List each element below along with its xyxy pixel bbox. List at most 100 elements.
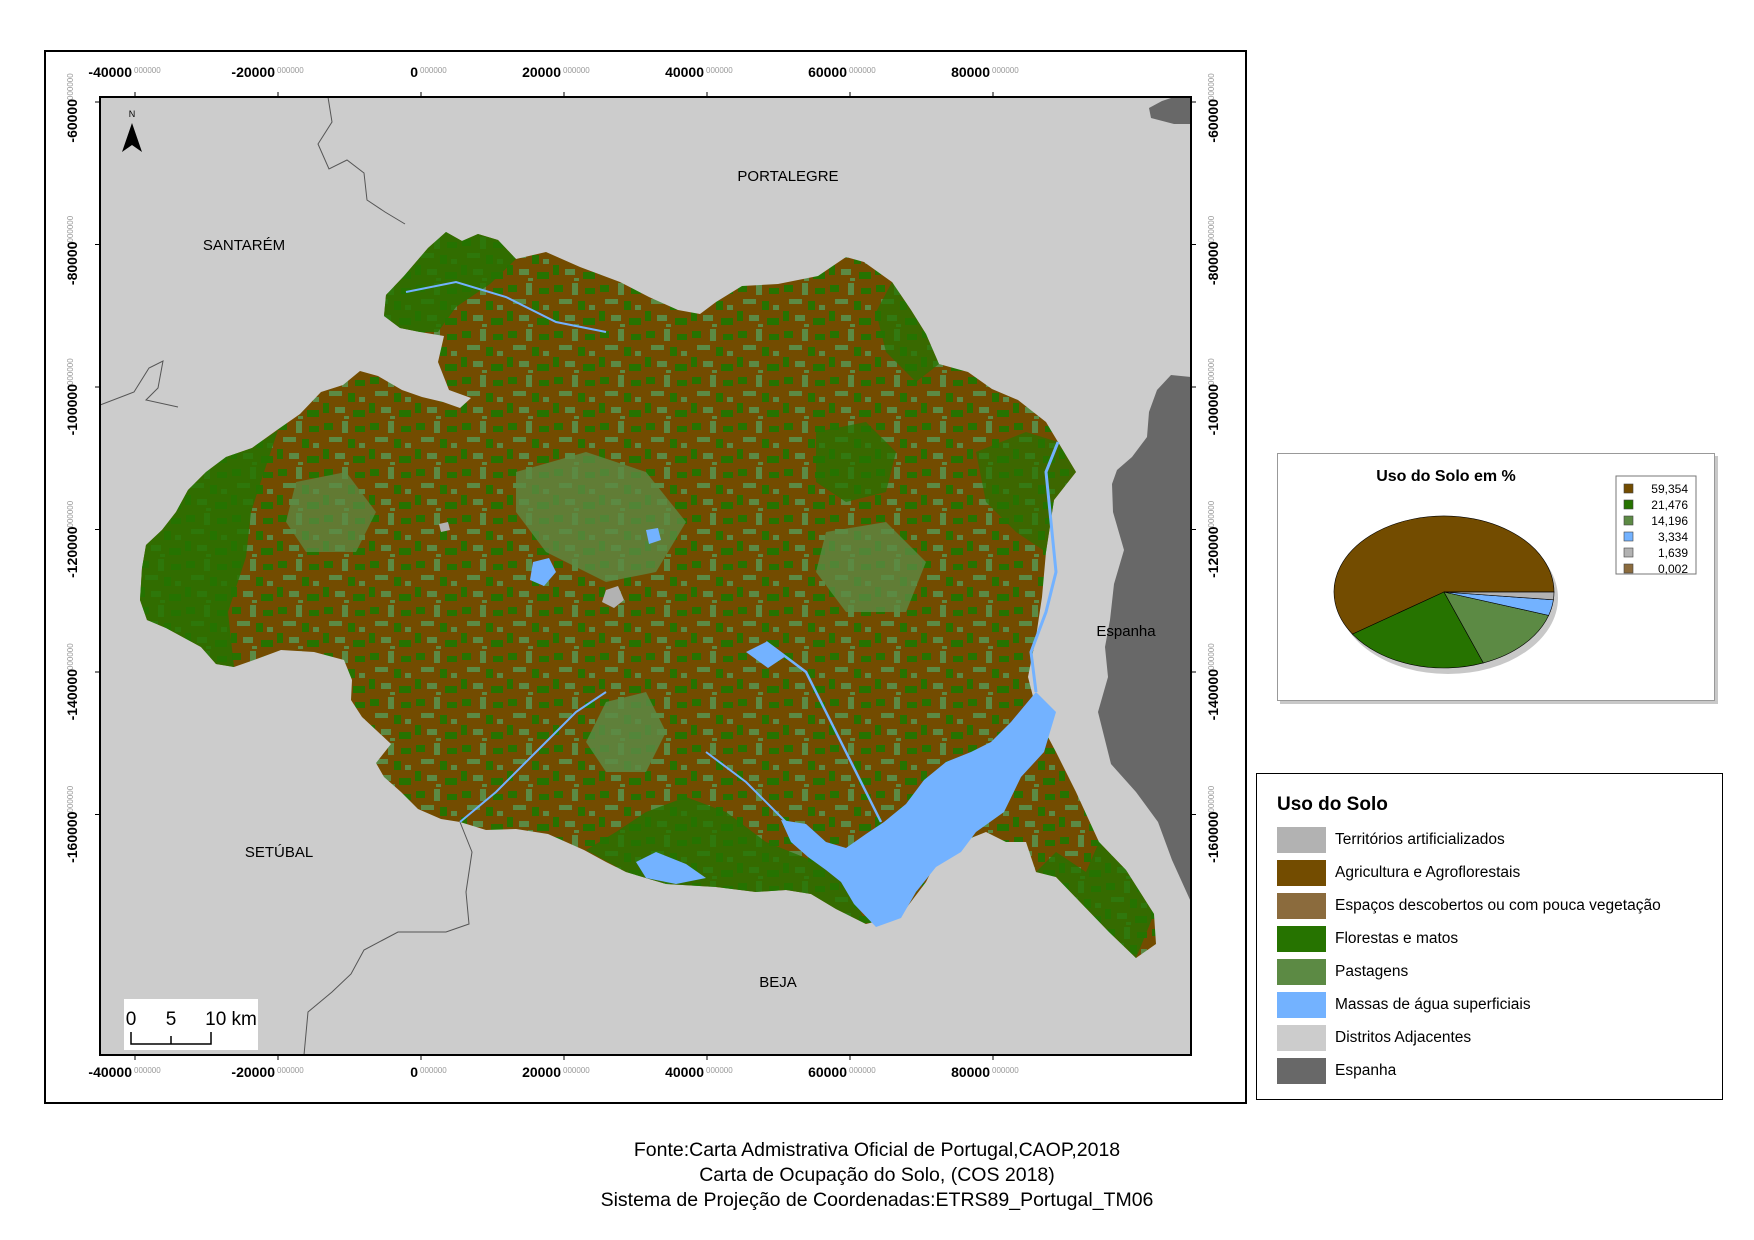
legend-swatch — [1277, 959, 1326, 985]
x-tick-decimals-bottom: 000000 — [563, 1066, 590, 1075]
river — [1029, 441, 1060, 693]
y-tick-decimals-right: 000000 — [1207, 785, 1216, 812]
legend-item: Territórios artificializados — [1277, 826, 1505, 854]
map-plot-border — [99, 96, 1192, 1056]
district-border — [317, 97, 406, 225]
source-line-projection: Sistema de Projeção de Coordenadas:ETRS8… — [600, 1189, 1154, 1211]
x-tick-label-top: -20000 — [231, 64, 275, 80]
x-tick-label-bottom: 80000 — [951, 1064, 990, 1080]
x-tick-label-top: 20000 — [522, 64, 561, 80]
x-tick-decimals-top: 000000 — [706, 66, 733, 75]
legend-label: Florestas e matos — [1335, 930, 1459, 947]
y-tick-decimals-right: 000000 — [1207, 500, 1216, 527]
x-tick-label-bottom: -20000 — [231, 1064, 275, 1080]
y-tick-label-right: -60000 — [1205, 99, 1221, 143]
river — [705, 751, 787, 823]
x-tick-decimals-top: 000000 — [277, 66, 304, 75]
legend-swatch — [1277, 992, 1326, 1018]
y-tick-label-left: -160000 — [64, 811, 80, 863]
x-tick-decimals-bottom: 000000 — [992, 1066, 1019, 1075]
y-tick-decimals-left: 000000 — [66, 73, 75, 100]
pie-legend-swatch-1 — [1623, 499, 1634, 510]
scale-bar-label-5: 5 — [166, 1009, 177, 1030]
x-tick-decimals-top: 000000 — [849, 66, 876, 75]
reservoir — [781, 692, 1056, 927]
pie-legend-swatch-0 — [1623, 483, 1634, 494]
study-area — [140, 232, 1156, 958]
x-tick-decimals-bottom: 000000 — [134, 1066, 161, 1075]
x-tick-decimals-bottom: 000000 — [277, 1066, 304, 1075]
pie-legend-value-1: 21,476 — [1651, 498, 1688, 512]
legend-label: Espanha — [1335, 1062, 1397, 1079]
y-tick-decimals-left: 000000 — [66, 500, 75, 527]
reservoir — [746, 642, 786, 668]
x-tick-label-top: -40000 — [88, 64, 132, 80]
x-tick-decimals-top: 000000 — [420, 66, 447, 75]
x-tick-decimals-bottom: 000000 — [849, 1066, 876, 1075]
x-tick-label-top: 60000 — [808, 64, 847, 80]
region-label-setubal: SETÚBAL — [245, 844, 313, 861]
river — [405, 280, 607, 333]
source-notes: Fonte:Carta Admistrativa Oficial de Port… — [0, 1138, 1754, 1213]
legend-swatch — [1277, 1058, 1326, 1084]
legend-panel: Uso do Solo Territórios artificializados… — [1256, 773, 1723, 1100]
y-tick-decimals-left: 000000 — [66, 358, 75, 385]
pie-legend-value-4: 1,639 — [1658, 546, 1688, 560]
y-tick-decimals-left: 000000 — [66, 785, 75, 812]
reservoir — [636, 852, 706, 884]
legend-label: Territórios artificializados — [1335, 831, 1505, 848]
legend-item: Espanha — [1277, 1057, 1396, 1085]
pie-legend: 59,354 21,476 14,196 3,334 1,639 0,002 — [1615, 475, 1697, 576]
y-tick-label-right: -120000 — [1205, 526, 1221, 578]
region-label-portalegre: PORTALEGRE — [737, 168, 838, 185]
y-tick-decimals-right: 000000 — [1207, 73, 1216, 100]
river — [765, 641, 883, 823]
pie-slice-0 — [1333, 515, 1555, 635]
x-tick-label-bottom: 20000 — [522, 1064, 561, 1080]
source-line-caop: Fonte:Carta Admistrativa Oficial de Port… — [633, 1139, 1121, 1161]
y-tick-label-left: -80000 — [64, 241, 80, 285]
forest-patch — [586, 797, 866, 924]
legend-swatch — [1277, 893, 1326, 919]
x-tick-label-bottom: -40000 — [88, 1064, 132, 1080]
legend-item: Agricultura e Agroflorestais — [1277, 859, 1520, 887]
y-tick-label-left: -100000 — [64, 384, 80, 436]
pasture-patch — [586, 692, 666, 772]
y-tick-label-left: -120000 — [64, 526, 80, 578]
y-tick-decimals-right: 000000 — [1207, 215, 1216, 242]
x-tick-decimals-top: 000000 — [563, 66, 590, 75]
legend-swatch — [1277, 926, 1326, 952]
forest-patch — [140, 430, 278, 667]
y-tick-label-left: -60000 — [64, 99, 80, 143]
coordinate-ticks: -40000 000000-40000 000000-20000 000000-200… — [64, 64, 1221, 1080]
legend-item: Massas de água superficiais — [1277, 991, 1531, 1019]
pie-legend-value-5: 0,002 — [1658, 562, 1688, 576]
x-tick-label-bottom: 0 — [410, 1064, 418, 1080]
pie-legend-swatch-2 — [1623, 515, 1634, 526]
legend-label: Massas de água superficiais — [1335, 996, 1531, 1013]
pie-legend-value-3: 3,334 — [1658, 530, 1688, 544]
x-tick-label-top: 40000 — [665, 64, 704, 80]
forest-patch — [1036, 842, 1154, 958]
x-tick-label-top: 0 — [410, 64, 418, 80]
pie-legend-value-0: 59,354 — [1651, 482, 1688, 496]
scale-bar-label-0: 0 — [126, 1009, 137, 1030]
pasture-patch — [286, 472, 376, 552]
map-frame: PORTALEGRE SANTARÉM SETÚBAL BEJA Espanha… — [44, 50, 1247, 1104]
map-canvas: PORTALEGRE SANTARÉM SETÚBAL BEJA Espanha… — [64, 64, 1221, 1080]
pasture-patch — [516, 452, 686, 582]
scale-bar-label-10km: 10 km — [205, 1009, 257, 1030]
y-tick-label-right: -100000 — [1205, 384, 1221, 436]
legend-item: Espaços descobertos ou com pouca vegetaç… — [1277, 892, 1661, 920]
region-label-beja: BEJA — [759, 974, 797, 991]
legend-title: Uso do Solo — [1277, 794, 1388, 815]
y-tick-label-right: -80000 — [1205, 241, 1221, 285]
legend-label: Distritos Adjacentes — [1335, 1029, 1472, 1046]
north-arrow-icon — [122, 123, 142, 152]
reservoir — [646, 528, 661, 544]
pie-legend-swatch-3 — [1623, 531, 1634, 542]
region-label-espanha: Espanha — [1096, 623, 1156, 640]
scale-bar: 0 5 10 km — [124, 999, 258, 1050]
pie-chart-panel: Uso do Solo em % 59,354 21,476 14,196 3,334… — [1277, 453, 1715, 701]
y-tick-label-right: -140000 — [1205, 669, 1221, 721]
